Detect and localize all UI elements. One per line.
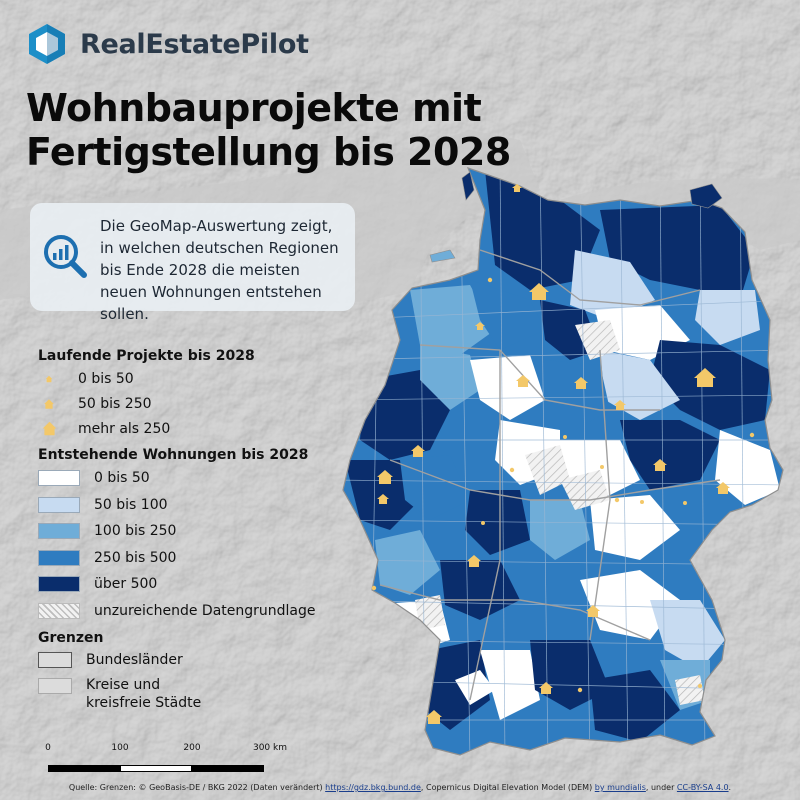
house-icon-medium bbox=[44, 398, 54, 409]
license-link[interactable]: CC-BY-SA 4.0 bbox=[676, 783, 729, 792]
source-link[interactable]: https://gdz.bkg.bund.de bbox=[325, 783, 421, 792]
house-icon-large bbox=[42, 421, 56, 436]
color-swatch bbox=[38, 576, 80, 593]
house-icon bbox=[516, 375, 530, 387]
scale-bar: 0 100 200 300 km bbox=[45, 743, 287, 773]
house-icon bbox=[377, 470, 393, 484]
house-icon-small bbox=[45, 375, 53, 382]
legend-boundaries-title: Grenzen bbox=[38, 630, 104, 646]
project-markers bbox=[371, 184, 755, 724]
scale-label: 300 km bbox=[252, 743, 288, 753]
legend-dwellings-item: 0 bis 50 bbox=[38, 465, 338, 492]
color-swatch bbox=[38, 523, 80, 540]
house-icon bbox=[426, 710, 442, 724]
brand-name: RealEstatePilot bbox=[80, 28, 309, 60]
hexagon-logo-icon bbox=[29, 24, 65, 64]
color-swatch bbox=[38, 496, 80, 513]
scale-segment bbox=[48, 765, 120, 772]
page-title: Wohnbauprojekte mit Fertigstellung bis 2… bbox=[26, 86, 511, 174]
state-boundary-swatch bbox=[38, 652, 72, 668]
scale-label: 100 bbox=[111, 743, 129, 753]
scale-segment bbox=[120, 765, 192, 772]
color-swatch bbox=[38, 470, 80, 487]
house-icon bbox=[586, 605, 600, 617]
house-icon bbox=[539, 682, 553, 694]
house-icon bbox=[653, 459, 667, 471]
color-swatch bbox=[38, 549, 80, 566]
legend-dwellings-title: Entstehende Wohnungen bis 2028 bbox=[38, 447, 309, 463]
legend-dwellings-item: unzureichende Datengrundlage bbox=[38, 598, 338, 625]
scale-label: 200 bbox=[183, 743, 201, 753]
house-icon bbox=[574, 377, 588, 389]
brand-logo[interactable]: RealEstatePilot bbox=[26, 22, 309, 66]
scale-segment bbox=[192, 765, 264, 772]
legend-projects-item: 50 bis 250 bbox=[38, 391, 338, 416]
house-icon bbox=[512, 184, 522, 192]
legend-dwellings-item: 50 bis 100 bbox=[38, 492, 338, 519]
scale-label: 0 bbox=[45, 743, 51, 753]
analytics-magnifier-icon bbox=[44, 235, 87, 278]
map-legend: Laufende Projekte bis 2028 0 bis 50 50 b… bbox=[38, 346, 338, 711]
source-link[interactable]: by mundialis bbox=[594, 783, 646, 792]
legend-projects-item: mehr als 250 bbox=[38, 416, 338, 441]
legend-projects-item: 0 bis 50 bbox=[38, 366, 338, 391]
house-icon bbox=[475, 322, 485, 330]
house-icon bbox=[694, 368, 716, 387]
house-icon bbox=[467, 555, 481, 567]
house-icon bbox=[411, 445, 425, 457]
legend-projects-title: Laufende Projekte bis 2028 bbox=[38, 348, 255, 364]
legend-boundary-item: Kreise und kreisfreie Städte bbox=[38, 672, 338, 711]
district-boundary-swatch bbox=[38, 678, 72, 694]
house-icon bbox=[716, 482, 730, 494]
legend-dwellings-item: 250 bis 500 bbox=[38, 545, 338, 572]
house-icon bbox=[529, 283, 549, 300]
legend-boundary-item: Bundesländer bbox=[38, 648, 338, 672]
color-swatch bbox=[38, 602, 80, 619]
info-text: Die GeoMap-Auswertung zeigt, in welchen … bbox=[100, 217, 339, 323]
house-icon bbox=[614, 400, 626, 410]
legend-dwellings-item: über 500 bbox=[38, 571, 338, 598]
source-credit: Quelle: Grenzen: © GeoBasis-DE / BKG 202… bbox=[68, 783, 732, 792]
legend-dwellings-item: 100 bis 250 bbox=[38, 518, 338, 545]
info-box: Die GeoMap-Auswertung zeigt, in welchen … bbox=[30, 203, 355, 323]
house-icon bbox=[377, 494, 389, 504]
